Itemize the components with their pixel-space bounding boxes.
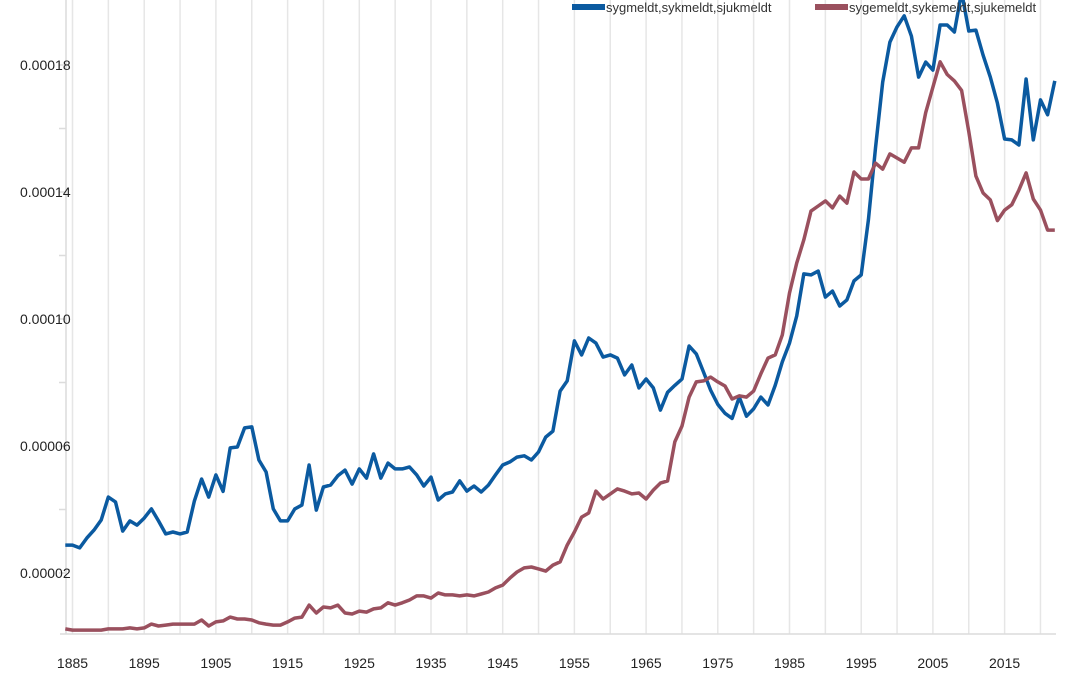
x-tick-label: 1955 bbox=[559, 655, 590, 671]
y-tick-label: 0.00006 bbox=[20, 438, 71, 454]
legend: sygmeldt,sykmeldt,sjukmeldt sygemeldt,sy… bbox=[572, 0, 1037, 15]
x-tick-label: 1915 bbox=[272, 655, 303, 671]
x-tick-label: 1905 bbox=[200, 655, 231, 671]
series-line-2 bbox=[65, 60, 1055, 632]
grid bbox=[71, 0, 1042, 634]
x-tick-label: 1945 bbox=[487, 655, 518, 671]
x-tick-label: 2005 bbox=[917, 655, 948, 671]
x-tick-label: 2015 bbox=[989, 655, 1020, 671]
legend-label-series-1: sygmeldt,sykmeldt,sjukmeldt bbox=[606, 0, 772, 15]
legend-swatch-series-2 bbox=[815, 4, 848, 10]
x-tick-label: 1965 bbox=[631, 655, 662, 671]
series-lines bbox=[65, 0, 1057, 632]
y-axis: 0.00002 0.00006 0.00010 0.00014 0.00018 bbox=[20, 0, 71, 634]
x-tick-label: 1895 bbox=[129, 655, 160, 671]
legend-label-series-2: sygemeldt,sykemeldt,sjukemeldt bbox=[849, 0, 1037, 15]
y-tick-label: 0.00014 bbox=[20, 184, 71, 200]
y-tick-label: 0.00002 bbox=[20, 565, 71, 581]
x-tick-label: 1935 bbox=[415, 655, 446, 671]
y-tick-label: 0.00010 bbox=[20, 311, 71, 327]
x-tick-label: 1985 bbox=[774, 655, 805, 671]
x-tick-label: 1925 bbox=[344, 655, 375, 671]
x-tick-label: 1885 bbox=[57, 655, 88, 671]
y-tick-label: 0.00018 bbox=[20, 57, 71, 73]
x-tick-label: 1975 bbox=[702, 655, 733, 671]
series-line-1 bbox=[65, 0, 1057, 550]
legend-swatch-series-1 bbox=[572, 4, 605, 10]
x-tick-label: 1995 bbox=[846, 655, 877, 671]
x-axis: 1885 1895 1905 1915 1925 1935 1945 1955 1965 1975… bbox=[57, 633, 1056, 671]
